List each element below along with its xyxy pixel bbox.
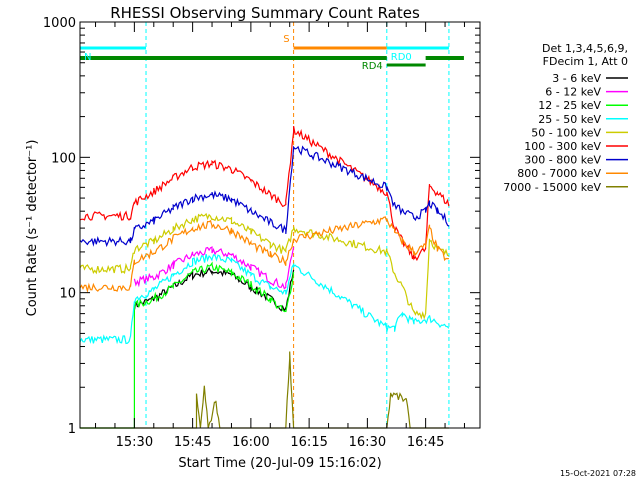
legend-header: Det 1,3,4,5,6,9, xyxy=(542,42,628,55)
legend-label: 800 - 7000 keV xyxy=(517,167,601,180)
plot-frame xyxy=(79,21,481,429)
legend-label: 100 - 300 keV xyxy=(524,140,601,153)
legend-label: 3 - 6 keV xyxy=(552,72,601,85)
chart-title: RHESSI Observing Summary Count Rates xyxy=(110,4,420,22)
y-axis-label: Count Rate (s⁻¹ detector⁻¹) xyxy=(25,140,40,317)
x-tick-label: 15:30 xyxy=(116,435,153,450)
plot-area: N S RD0 RD4 xyxy=(79,21,481,429)
x-tick-label: 16:15 xyxy=(290,435,327,450)
annotation-label-n: N xyxy=(84,52,91,63)
legend-label: 50 - 100 keV xyxy=(531,126,601,139)
legend: Det 1,3,4,5,6,9,FDecim 1, Att 0 3 - 6 keV… xyxy=(503,42,628,194)
legend-label: 12 - 25 keV xyxy=(538,99,601,112)
x-tick-label: 16:00 xyxy=(232,435,269,450)
series-line-7000-15000-kev xyxy=(80,351,449,429)
footer-timestamp: 15-Oct-2021 07:28 xyxy=(560,469,636,478)
legend-label: 7000 - 15000 keV xyxy=(503,181,601,194)
series-line-50-100-kev xyxy=(79,212,450,320)
x-tick-label: 16:45 xyxy=(407,435,444,450)
legend-label: 25 - 50 keV xyxy=(538,113,601,126)
axis-ticks: 1 10 100 1000 15:30 15:45 16:00 16:15 16:30 16:45 xyxy=(43,16,480,450)
annotation-label-s: S xyxy=(283,34,289,45)
legend-header: FDecim 1, Att 0 xyxy=(543,55,628,68)
y-tick-label: 1000 xyxy=(43,16,76,31)
series-line-3-6-kev xyxy=(133,266,295,313)
legend-label: 300 - 800 keV xyxy=(524,154,601,167)
annotation-label-rd4: RD4 xyxy=(362,61,383,72)
series-line-100-300-kev xyxy=(79,125,450,262)
x-axis-label: Start Time (20-Jul-09 15:16:02) xyxy=(178,456,381,471)
series-line-300-800-kev xyxy=(79,145,450,248)
legend-label: 6 - 12 keV xyxy=(545,86,601,99)
series-line-6-12-kev xyxy=(133,246,295,290)
y-tick-label: 1 xyxy=(68,422,76,437)
x-tick-label: 15:45 xyxy=(174,435,211,450)
series-line-800-7000-kev xyxy=(79,216,449,294)
y-tick-label: 10 xyxy=(59,287,76,302)
y-tick-label: 100 xyxy=(51,151,76,166)
x-tick-label: 16:30 xyxy=(349,435,386,450)
annotation-label-rd0: RD0 xyxy=(391,52,412,63)
series-line-25-50-kev xyxy=(79,253,450,345)
